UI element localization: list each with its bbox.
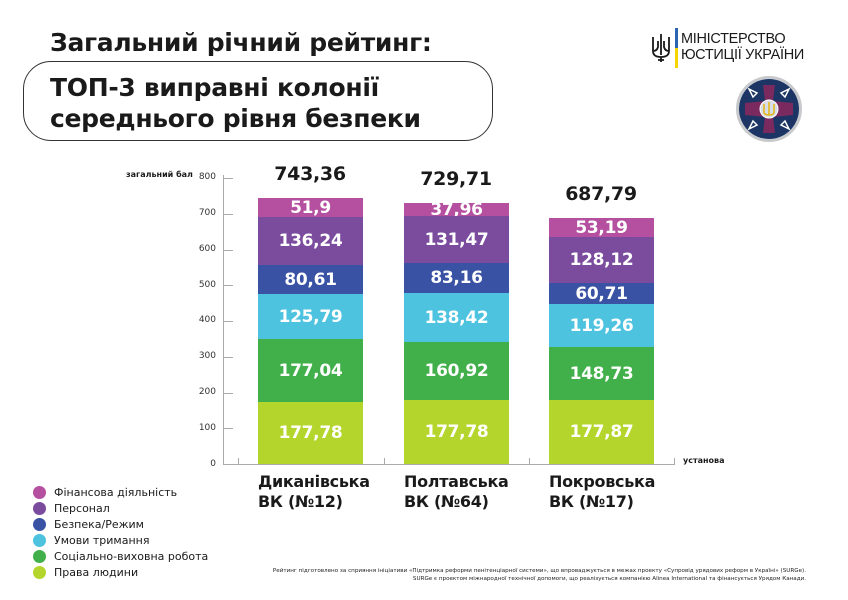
segment-finance: 53,19 <box>549 218 654 237</box>
bar-dykanivska: 51,9 136,24 80,61 125,79 177,04 177,78 <box>258 0 363 600</box>
chart-legend: Фінансова діяльність Персонал Безпека/Ре… <box>33 484 208 580</box>
y-tick-400: 400 <box>198 315 216 325</box>
axis-tick <box>223 178 233 179</box>
axis-tick <box>238 458 239 464</box>
bar-total: 729,71 <box>420 168 492 190</box>
legend-dot-icon <box>33 517 46 531</box>
segment-conditions: 138,42 <box>404 293 509 342</box>
trident-icon <box>652 34 670 62</box>
axis-tick <box>223 214 233 215</box>
segment-social: 148,73 <box>549 347 654 400</box>
segment-security: 60,71 <box>549 283 654 304</box>
legend-item-security: Безпека/Режим <box>33 516 208 532</box>
y-axis-title: загальний бал <box>126 170 193 179</box>
legend-dot-icon <box>33 533 46 547</box>
bar-poltavska: 37,96 131,47 83,16 138,42 160,92 177,78 <box>404 0 509 600</box>
axis-tick <box>223 285 233 286</box>
segment-social: 160,92 <box>404 342 509 400</box>
segment-finance: 51,9 <box>258 198 363 217</box>
legend-label: Умови тримання <box>54 533 150 547</box>
category-label-line1: Полтавська <box>404 472 509 491</box>
y-tick-0: 0 <box>210 459 216 469</box>
bar-total: 687,79 <box>565 183 637 205</box>
legend-dot-icon <box>33 565 46 579</box>
legend-label: Безпека/Режим <box>54 517 144 531</box>
y-tick-800: 800 <box>198 172 216 182</box>
legend-item-personnel: Персонал <box>33 500 208 516</box>
y-tick-200: 200 <box>198 387 216 397</box>
bar-total: 743,36 <box>274 163 346 185</box>
axis-tick <box>529 458 530 464</box>
category-label-pokrovska: Покровська ВК (№17) <box>549 472 655 512</box>
ministry-name-line1: МІНІСТЕРСТВО <box>681 31 786 47</box>
segment-rights: 177,78 <box>404 400 509 464</box>
legend-item-conditions: Умови тримання <box>33 532 208 548</box>
chart-subtitle: ТОП-3 виправні колонії середнього рівня … <box>50 72 421 134</box>
legend-label: Соціально-виховна робота <box>54 549 209 563</box>
y-tick-600: 600 <box>198 244 216 254</box>
category-label-line2: ВК (№12) <box>258 492 343 511</box>
flag-bar <box>675 28 678 68</box>
legend-item-social: Соціально-виховна робота <box>33 548 208 564</box>
footer-line1: Рейтинг підготовлено за сприяння ініціат… <box>272 568 806 574</box>
ministry-name: МІНІСТЕРСТВО ЮСТИЦІЇ УКРАЇНИ <box>681 31 805 63</box>
y-axis <box>223 175 224 464</box>
title-frame <box>23 61 493 141</box>
legend-dot-icon <box>33 501 46 515</box>
category-label-line2: ВК (№64) <box>404 492 489 511</box>
bar-pokrovska: 53,19 128,12 60,71 119,26 148,73 177,87 <box>549 0 654 600</box>
y-tick-300: 300 <box>198 351 216 361</box>
category-label-dykanivska: Диканівська ВК (№12) <box>258 472 370 512</box>
segment-security: 80,61 <box>258 265 363 294</box>
legend-item-rights: Права людини <box>33 564 208 580</box>
segment-conditions: 125,79 <box>258 294 363 339</box>
legend-item-finance: Фінансова діяльність <box>33 484 208 500</box>
axis-tick <box>674 458 675 464</box>
legend-label: Права людини <box>54 565 139 579</box>
legend-dot-icon <box>33 549 46 563</box>
subtitle-line2: середнього рівня безпеки <box>50 104 421 133</box>
chart-title-line1: Загальний річний рейтинг: <box>50 28 432 57</box>
segment-rights: 177,87 <box>549 400 654 464</box>
axis-tick <box>223 357 233 358</box>
segment-personnel: 128,12 <box>549 237 654 283</box>
category-label-line1: Диканівська <box>258 472 370 491</box>
legend-label: Персонал <box>54 501 110 515</box>
axis-tick <box>223 393 233 394</box>
y-tick-700: 700 <box>198 208 216 218</box>
footer-line2: SURGe є проектом міжнародної технічної д… <box>412 576 806 582</box>
x-axis-title: установа <box>683 456 725 465</box>
category-label-line2: ВК (№17) <box>549 492 634 511</box>
axis-tick <box>384 458 385 464</box>
axis-tick <box>223 321 233 322</box>
ministry-name-line2: ЮСТИЦІЇ УКРАЇНИ <box>681 46 805 63</box>
segment-personnel: 131,47 <box>404 216 509 263</box>
category-label-line1: Покровська <box>549 472 656 491</box>
category-label-poltavska: Полтавська ВК (№64) <box>404 472 509 512</box>
penitentiary-emblem-icon <box>736 76 802 142</box>
legend-dot-icon <box>33 485 46 499</box>
axis-tick <box>223 250 233 251</box>
y-tick-100: 100 <box>198 423 216 433</box>
segment-security: 83,16 <box>404 263 509 293</box>
legend-label: Фінансова діяльність <box>54 485 178 499</box>
subtitle-line1: ТОП-3 виправні колонії <box>50 73 379 102</box>
axis-tick <box>223 428 233 429</box>
segment-personnel: 136,24 <box>258 217 363 265</box>
segment-social: 177,04 <box>258 339 363 402</box>
segment-finance: 37,96 <box>404 203 509 216</box>
y-tick-500: 500 <box>198 280 216 290</box>
segment-conditions: 119,26 <box>549 304 654 347</box>
x-axis <box>223 464 675 465</box>
footer-note: Рейтинг підготовлено за сприяння ініціат… <box>273 567 806 583</box>
segment-rights: 177,78 <box>258 402 363 464</box>
